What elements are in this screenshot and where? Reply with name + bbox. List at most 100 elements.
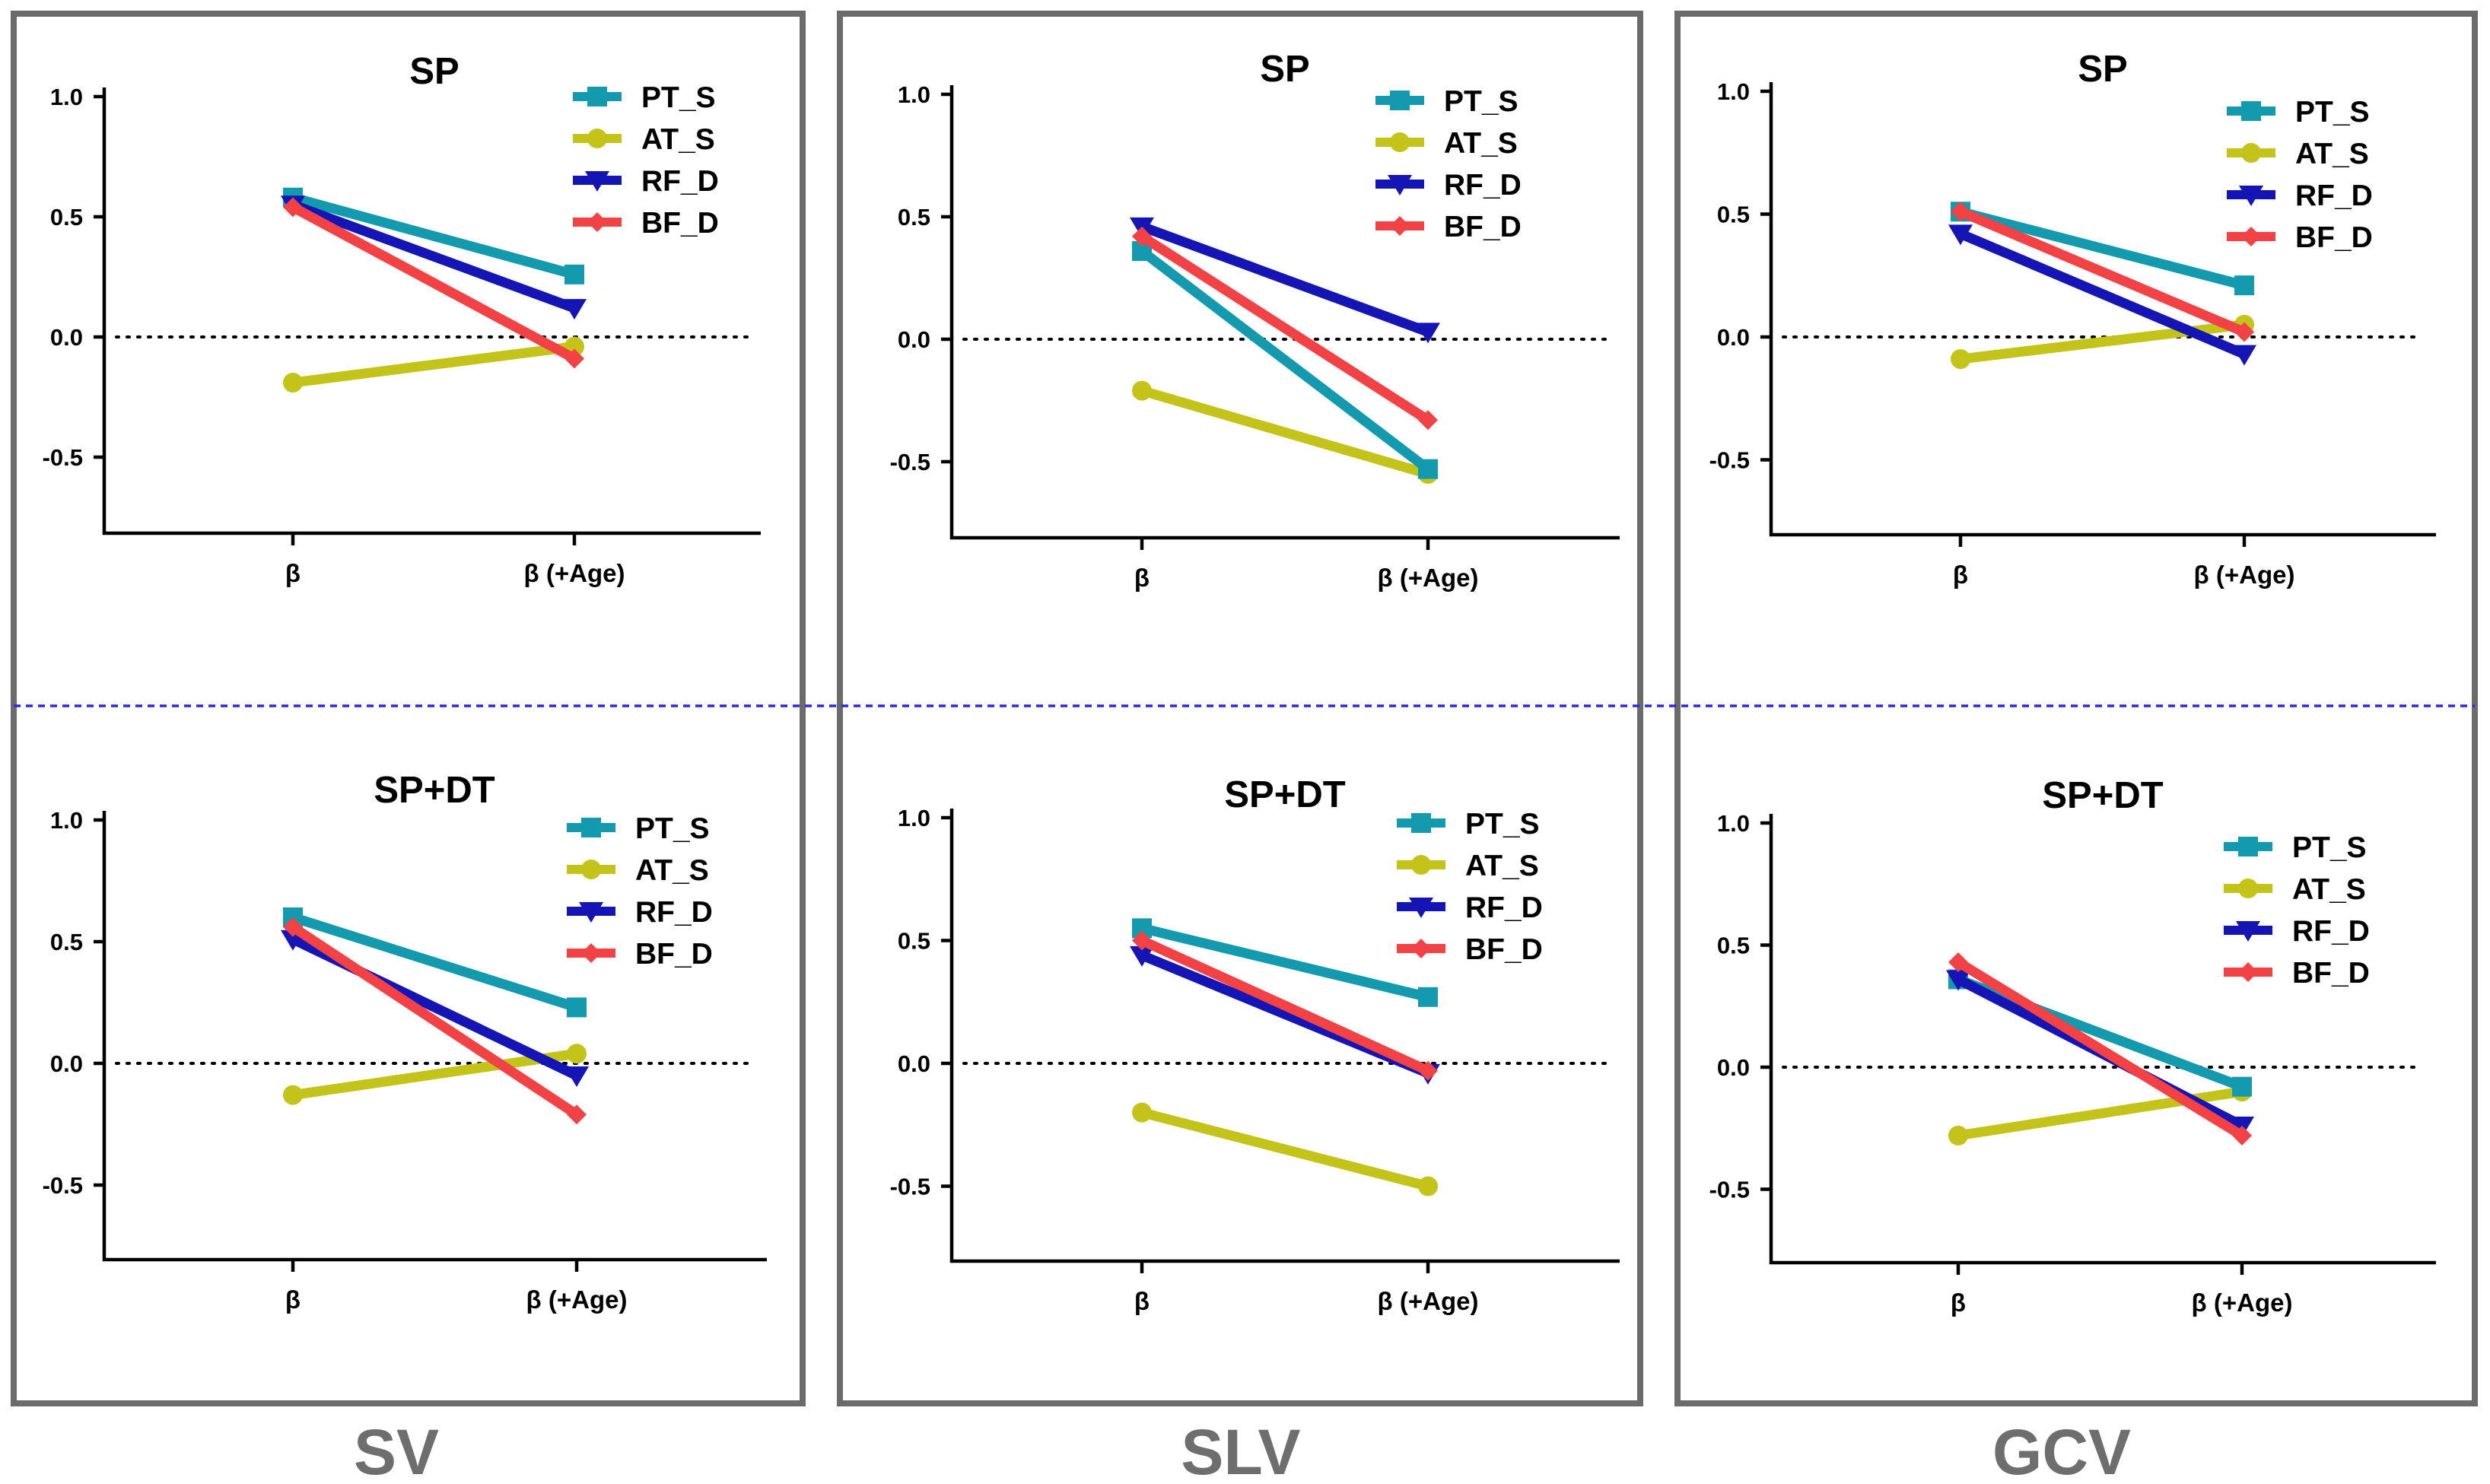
series-bf-d: [1951, 202, 2254, 342]
y-tick-label: 0.5: [1717, 933, 1750, 959]
legend-label: PT_S: [2295, 96, 2370, 129]
data-point: [1948, 224, 1973, 246]
charts: 1.0 0.5 0.0 -0.5 β β (+Age) SP PT_S AT_S RF_D BF_D…: [43, 49, 2436, 1317]
legend-label: AT_S: [1465, 850, 1539, 882]
y-tick-label: 0.5: [1717, 202, 1750, 228]
chart-sv-sp: 1.0 0.5 0.0 -0.5 β β (+Age) SP PT_S AT_S RF_D BF_D: [43, 51, 761, 587]
legend-label: RF_D: [641, 165, 719, 198]
legend: PT_S AT_S RF_D BF_D: [1375, 85, 1522, 243]
x-tick-label: β: [1953, 561, 1968, 589]
data-point: [1948, 1125, 1968, 1146]
data-point: [2232, 1076, 2252, 1097]
panel-label-gcv: GCV: [1992, 1416, 2131, 1484]
series-line: [291, 200, 577, 313]
chart-title: SP: [1260, 49, 1309, 90]
y-tick-label: -0.5: [43, 1172, 83, 1199]
x-tick-label: β (+Age): [526, 1285, 628, 1314]
legend-label: AT_S: [1444, 127, 1518, 160]
panel-label-slv: SLV: [1181, 1416, 1300, 1484]
y-tick-label: 0.5: [898, 928, 930, 955]
legend-label: AT_S: [2295, 138, 2369, 170]
y-tick-label: -0.5: [43, 444, 83, 471]
y-tick-label: -0.5: [890, 1174, 930, 1200]
legend-label: RF_D: [635, 896, 713, 929]
legend-label: BF_D: [2292, 957, 2370, 990]
legend-label: PT_S: [1465, 808, 1540, 841]
axes: [949, 85, 1620, 540]
data-point: [283, 197, 303, 218]
data-point: [1132, 380, 1152, 401]
chart-title: SP+DT: [2042, 775, 2163, 816]
series-line: [292, 1048, 577, 1101]
x-tick-label: β (+Age): [524, 559, 625, 587]
y-tick-label: -0.5: [890, 449, 930, 475]
axes: [102, 87, 761, 535]
legend-marker: [1390, 216, 1410, 236]
legend-marker: [1390, 132, 1410, 152]
data-point: [1418, 1176, 1438, 1196]
legend-marker: [1390, 91, 1410, 110]
y-tick-label: 0.0: [50, 1050, 83, 1077]
legend-marker: [579, 902, 603, 923]
legend-marker: [1411, 939, 1431, 958]
legend-label: BF_D: [1465, 933, 1543, 966]
panel-labels: SV SLV GCV: [354, 1416, 2131, 1484]
series-line: [1958, 229, 2247, 359]
data-point: [1948, 952, 1968, 972]
y-tick-label: 0.0: [898, 326, 930, 353]
legend-label: PT_S: [1444, 85, 1518, 118]
series-bf-d: [1948, 952, 2252, 1146]
legend-marker: [2241, 143, 2261, 163]
x-tick-label: β (+Age): [1378, 564, 1479, 592]
data-point: [1951, 349, 1970, 370]
data-point: [2234, 322, 2254, 342]
chart-title: SP: [2078, 49, 2127, 90]
axes: [949, 809, 1620, 1263]
y-tick-label: 0.0: [50, 324, 83, 351]
legend-marker: [1409, 898, 1433, 918]
y-tick-label: 1.0: [898, 805, 930, 831]
x-tick-label: β: [285, 1285, 301, 1314]
legend-label: BF_D: [1444, 211, 1522, 243]
legend-label: BF_D: [2295, 221, 2373, 254]
y-tick-label: 0.5: [898, 204, 930, 230]
data-point: [567, 997, 587, 1018]
series-rf-d: [1948, 224, 2256, 366]
legend-label: PT_S: [641, 81, 716, 114]
series-line: [1959, 206, 2246, 291]
series-bf-d: [283, 917, 587, 1125]
series-at-s: [1132, 1102, 1438, 1196]
axes: [102, 811, 767, 1262]
data-point: [1946, 970, 1970, 991]
chart-slv-sp-dt: 1.0 0.5 0.0 -0.5 β β (+Age) SP+DT PT_S AT_S RF_D B…: [890, 774, 1620, 1315]
y-tick-label: 0.5: [50, 204, 83, 230]
series-line: [290, 923, 580, 1119]
x-tick-label: β (+Age): [2192, 1289, 2293, 1317]
series-bf-d: [283, 197, 584, 369]
data-point: [283, 1085, 303, 1105]
legend-label: RF_D: [2295, 180, 2373, 212]
y-tick-label: 1.0: [50, 807, 83, 834]
legend-label: AT_S: [635, 854, 709, 887]
chart-title: SP+DT: [1224, 774, 1345, 815]
series-line: [1140, 936, 1430, 1076]
data-point: [2234, 275, 2254, 296]
legend-label: AT_S: [641, 123, 715, 156]
data-point: [564, 348, 584, 369]
chart-title: SP+DT: [374, 770, 495, 811]
data-point: [2232, 1125, 2252, 1146]
legend: PT_S AT_S RF_D BF_D: [1397, 808, 1543, 966]
axes: [1769, 82, 2436, 537]
data-point: [1132, 930, 1152, 951]
x-tick-label: β: [1134, 564, 1150, 592]
y-tick-label: 0.0: [1717, 1054, 1750, 1081]
legend-marker: [585, 171, 609, 192]
y-tick-label: 1.0: [50, 84, 83, 110]
series-line: [290, 202, 577, 364]
y-tick-label: 1.0: [1717, 810, 1750, 837]
legend-marker: [1411, 813, 1431, 833]
series-line: [1958, 207, 2247, 337]
chart-title: SP: [409, 51, 459, 92]
legend-marker: [587, 212, 607, 232]
legend-marker: [2241, 227, 2261, 246]
